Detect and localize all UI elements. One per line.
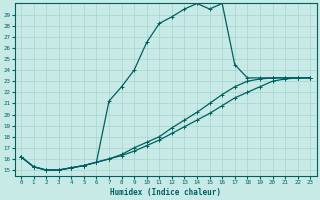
X-axis label: Humidex (Indice chaleur): Humidex (Indice chaleur) — [110, 188, 221, 197]
